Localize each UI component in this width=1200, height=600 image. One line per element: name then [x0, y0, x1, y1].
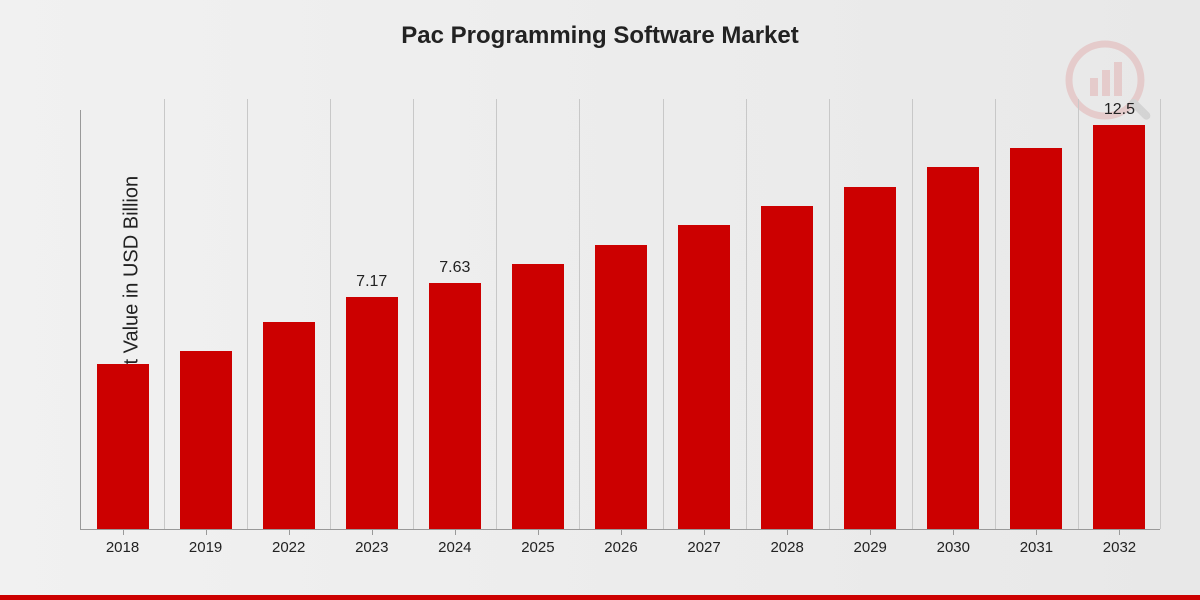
- chart-container: Pac Programming Software Market Market V…: [0, 0, 1200, 600]
- bar: [263, 322, 315, 529]
- bar: [429, 283, 481, 530]
- plot-area: 2018201920227.1720237.632024202520262027…: [80, 110, 1160, 530]
- bar-group: 7.632024: [413, 109, 496, 529]
- bar: [180, 351, 232, 529]
- x-tick: [206, 529, 207, 535]
- bar: [512, 264, 564, 529]
- x-tick-label: 2026: [604, 539, 637, 556]
- bar: [97, 364, 149, 529]
- x-tick-label: 2023: [355, 539, 388, 556]
- bar-group: 2026: [579, 109, 662, 529]
- x-tick-label: 2019: [189, 539, 222, 556]
- bar: [1010, 148, 1062, 529]
- bar: [595, 245, 647, 529]
- x-tick-label: 2031: [1020, 539, 1053, 556]
- bar-group: 2025: [496, 109, 579, 529]
- x-tick: [1119, 529, 1120, 535]
- x-tick-label: 2029: [854, 539, 887, 556]
- x-tick-label: 2025: [521, 539, 554, 556]
- bar-data-label: 7.17: [356, 273, 387, 291]
- bar: [844, 187, 896, 529]
- x-tick-label: 2032: [1103, 539, 1136, 556]
- x-tick-label: 2022: [272, 539, 305, 556]
- bar-group: 2029: [829, 109, 912, 529]
- bar: [678, 225, 730, 529]
- x-tick-label: 2027: [687, 539, 720, 556]
- gridline: [1160, 99, 1161, 529]
- x-tick: [289, 529, 290, 535]
- bar-data-label: 12.5: [1104, 101, 1135, 119]
- x-tick-label: 2024: [438, 539, 471, 556]
- bar: [1093, 125, 1145, 529]
- x-tick: [704, 529, 705, 535]
- x-tick: [538, 529, 539, 535]
- bar-group: 2019: [164, 109, 247, 529]
- bar-group: 2018: [81, 109, 164, 529]
- x-tick: [1036, 529, 1037, 535]
- bar: [346, 297, 398, 529]
- x-tick: [787, 529, 788, 535]
- bar-group: 2027: [663, 109, 746, 529]
- chart-title: Pac Programming Software Market: [401, 22, 798, 50]
- x-tick: [953, 529, 954, 535]
- bar: [761, 206, 813, 529]
- bar-group: 2030: [912, 109, 995, 529]
- x-tick-label: 2030: [937, 539, 970, 556]
- bar-group: 2031: [995, 109, 1078, 529]
- bar-group: 2028: [746, 109, 829, 529]
- x-tick-label: 2028: [770, 539, 803, 556]
- x-tick: [870, 529, 871, 535]
- x-tick: [455, 529, 456, 535]
- bar-group: 7.172023: [330, 109, 413, 529]
- x-tick: [372, 529, 373, 535]
- x-tick: [621, 529, 622, 535]
- x-tick-label: 2018: [106, 539, 139, 556]
- bar-group: 2022: [247, 109, 330, 529]
- x-tick: [123, 529, 124, 535]
- bar-data-label: 7.63: [439, 259, 470, 277]
- bar: [927, 167, 979, 529]
- bar-group: 12.52032: [1078, 109, 1161, 529]
